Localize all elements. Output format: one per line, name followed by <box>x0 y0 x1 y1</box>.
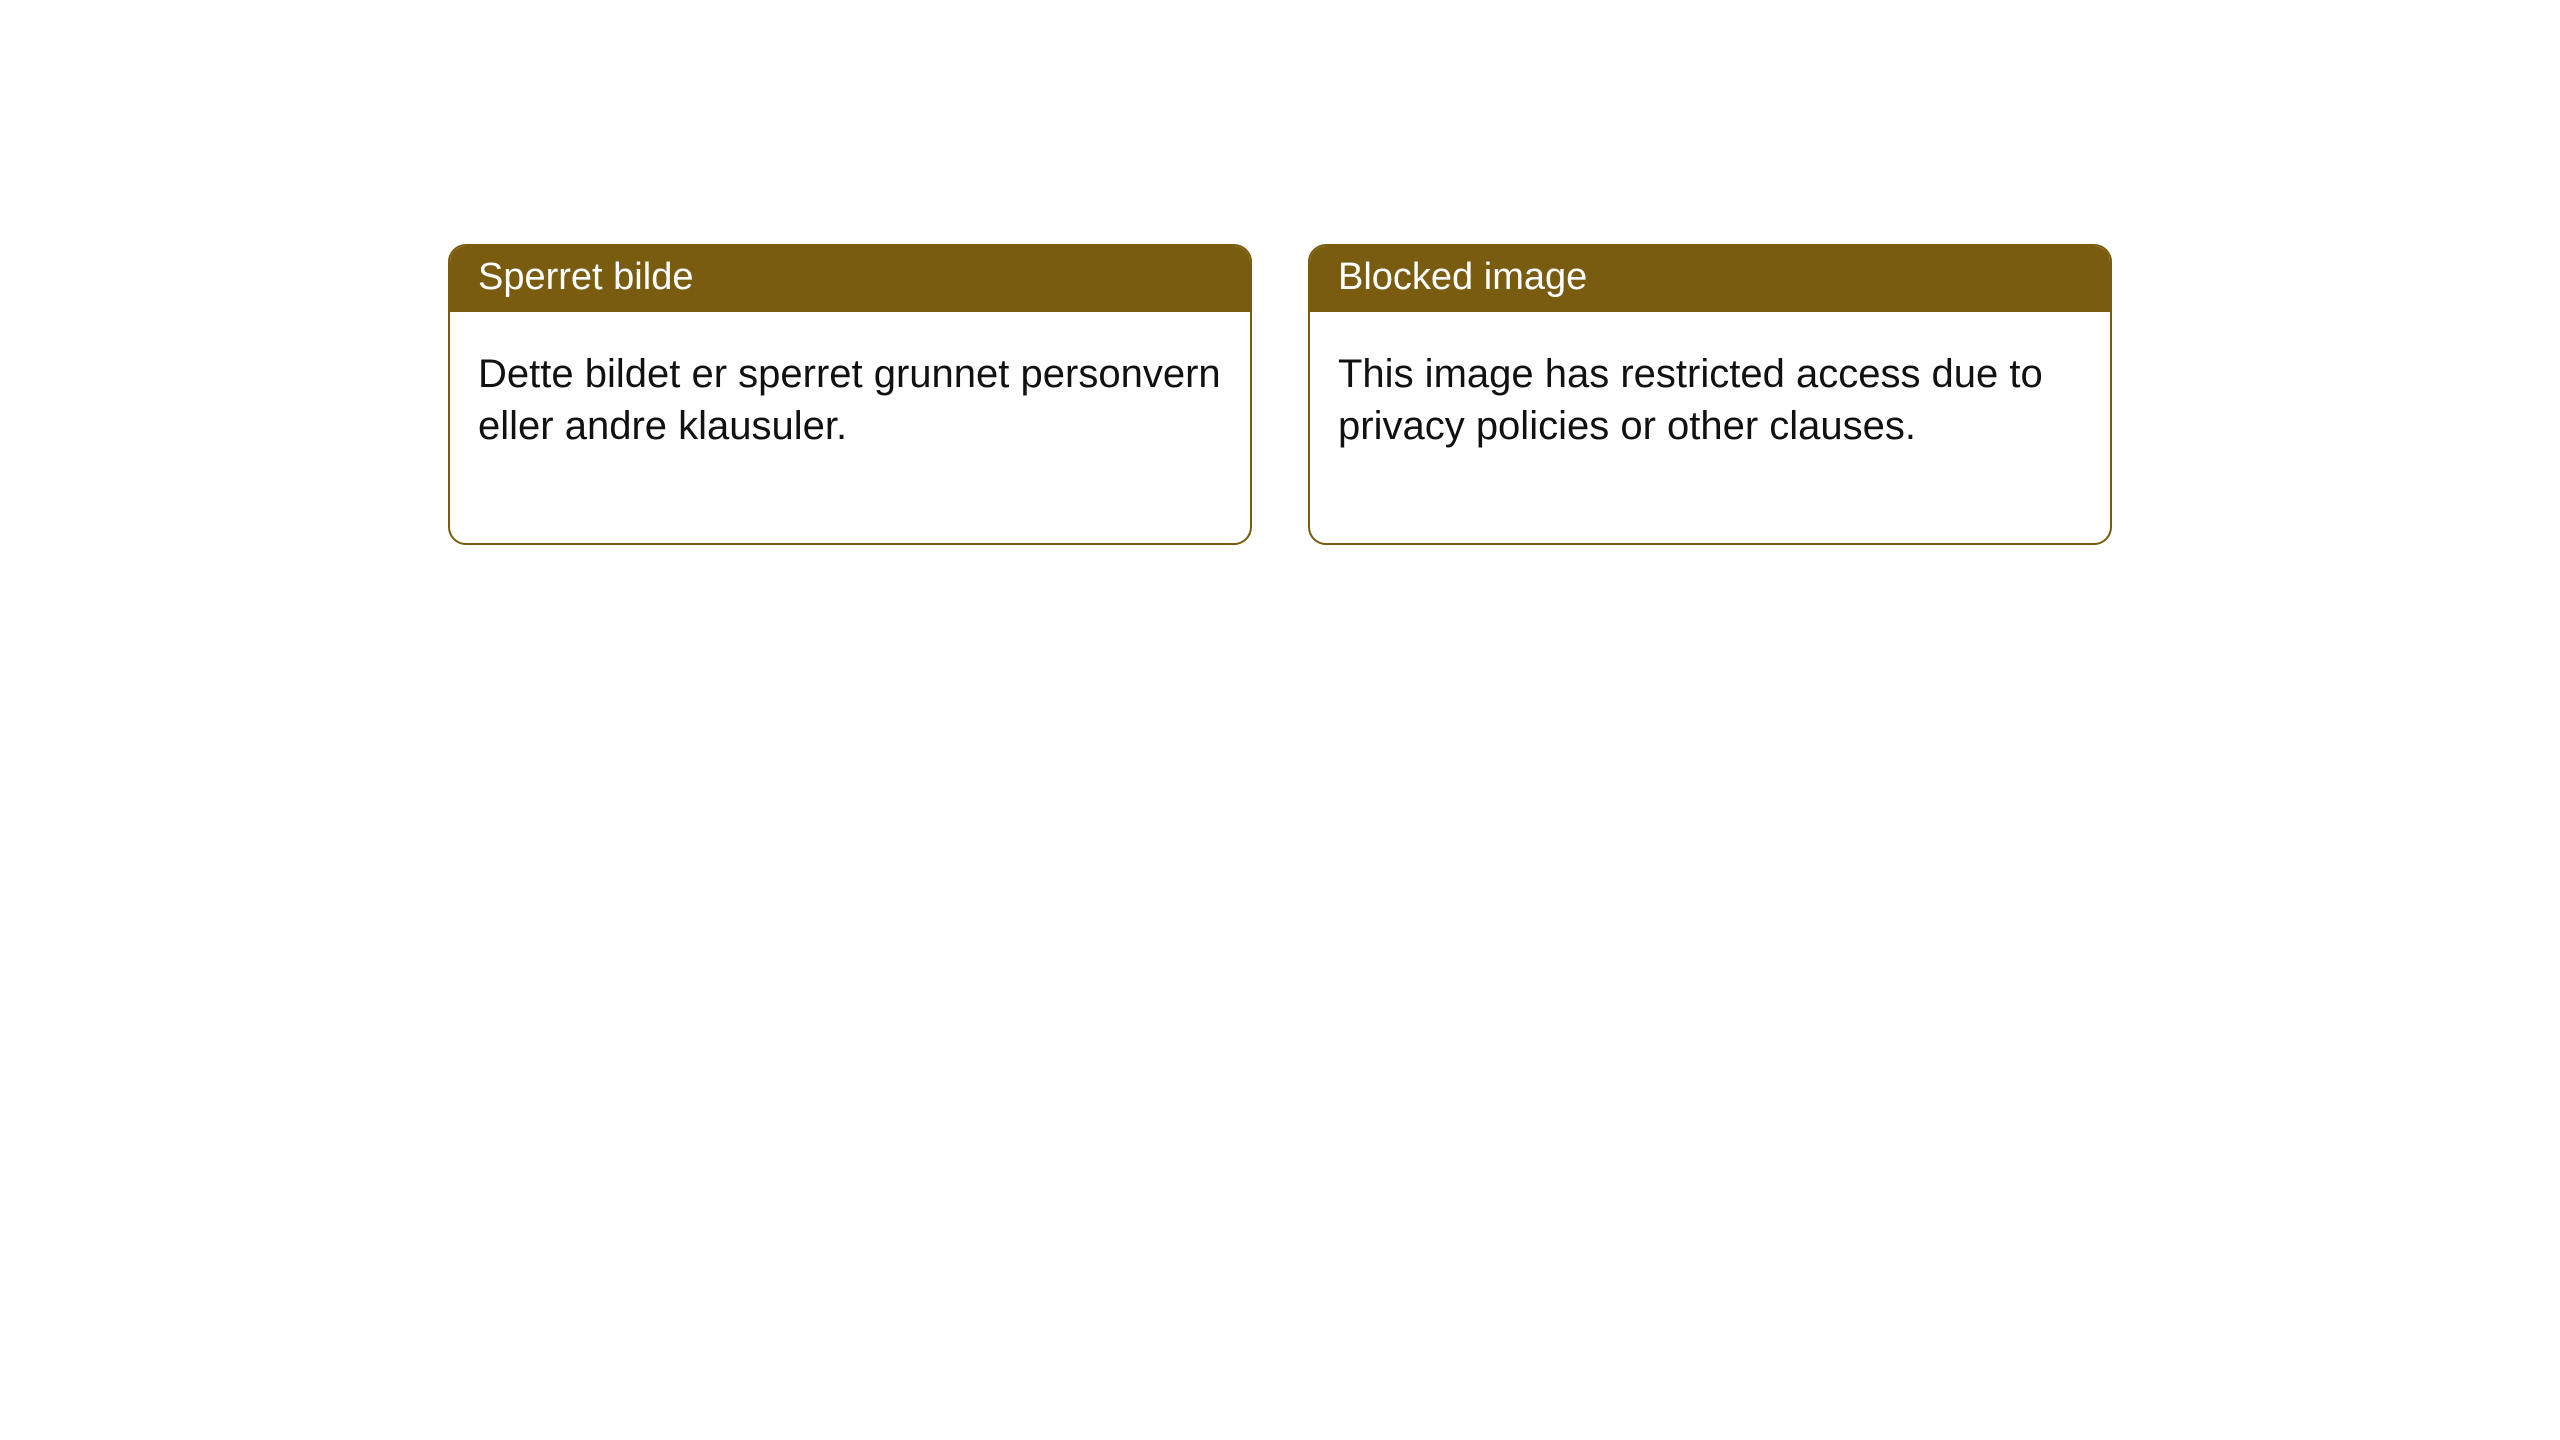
notice-header-en: Blocked image <box>1310 246 2110 312</box>
notice-body-no: Dette bildet er sperret grunnet personve… <box>450 312 1250 544</box>
notice-header-no: Sperret bilde <box>450 246 1250 312</box>
notice-card-en: Blocked image This image has restricted … <box>1308 244 2112 545</box>
notice-card-no: Sperret bilde Dette bildet er sperret gr… <box>448 244 1252 545</box>
notice-body-en: This image has restricted access due to … <box>1310 312 2110 544</box>
notice-cards-row: Sperret bilde Dette bildet er sperret gr… <box>448 244 2112 545</box>
